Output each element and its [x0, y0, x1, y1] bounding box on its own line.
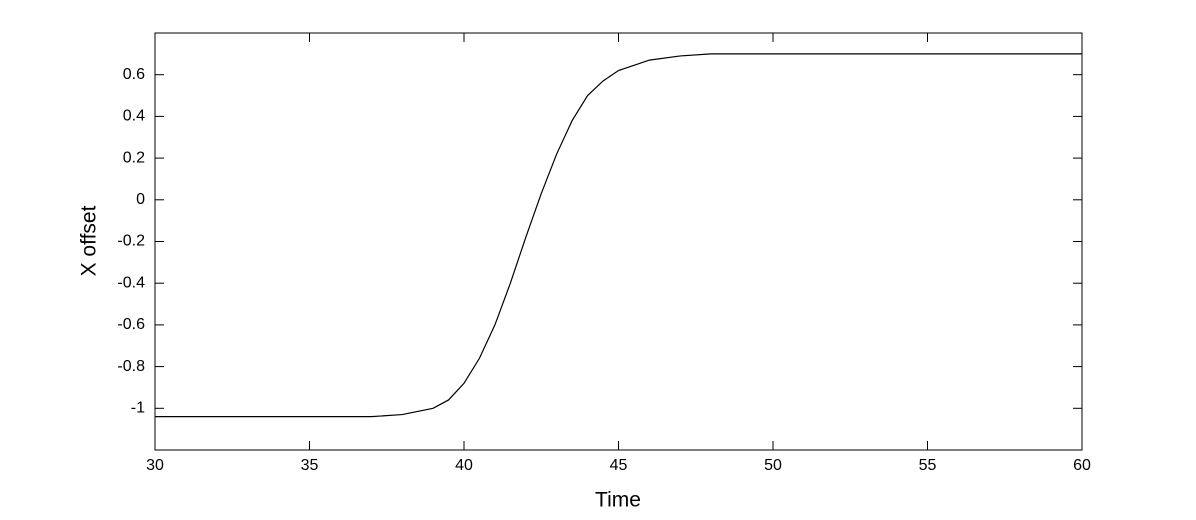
y-tick-label: -0.4 — [117, 274, 145, 291]
y-tick-label: 0.2 — [123, 149, 145, 166]
x-tick-label: 35 — [301, 457, 319, 474]
y-tick-label: -0.8 — [117, 358, 145, 375]
plot-frame — [154, 32, 1083, 451]
y-tick-label: 0 — [136, 191, 145, 208]
y-tick-label: -1 — [131, 400, 145, 417]
y-axis-label: X offset — [78, 205, 101, 276]
x-tick-label: 50 — [764, 457, 782, 474]
x-tick-label: 40 — [455, 457, 473, 474]
y-tick-label: -0.6 — [117, 316, 145, 333]
y-tick-label: 0.4 — [123, 108, 145, 125]
data-line — [155, 53, 1082, 418]
y-tick-label: 0.6 — [123, 66, 145, 83]
x-tick-label: 45 — [610, 457, 628, 474]
x-tick-label: 30 — [146, 457, 164, 474]
y-tick-label: -0.2 — [117, 233, 145, 250]
x-axis-label: Time — [595, 489, 641, 512]
x-tick-label: 60 — [1073, 457, 1091, 474]
x-tick-label: 55 — [919, 457, 937, 474]
